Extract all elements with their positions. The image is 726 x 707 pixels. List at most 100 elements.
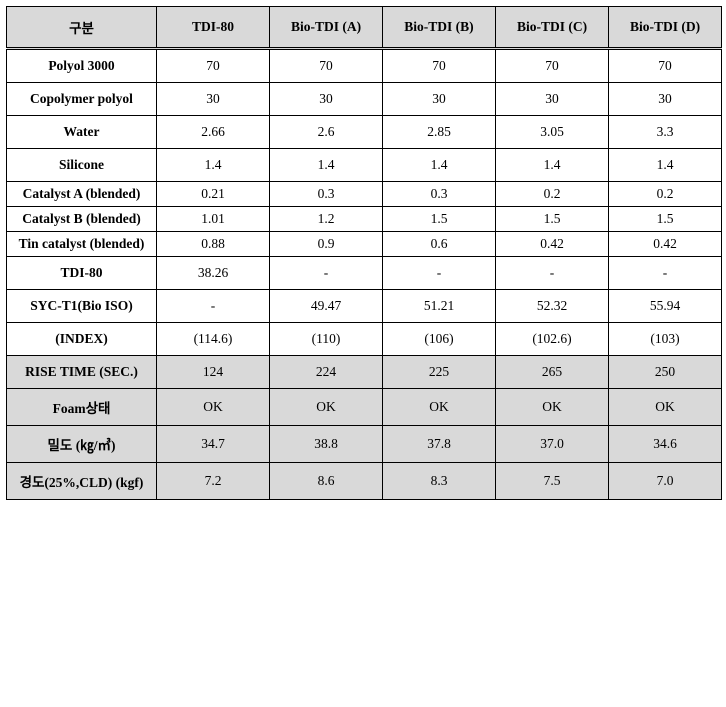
- cell: (110): [270, 323, 383, 356]
- cell: 0.88: [157, 232, 270, 257]
- cell: 30: [383, 83, 496, 116]
- table-row: TDI-8038.26----: [7, 257, 722, 290]
- cell: 70: [496, 49, 609, 83]
- cell: 1.4: [157, 149, 270, 182]
- cell: -: [270, 257, 383, 290]
- cell: 8.3: [383, 463, 496, 500]
- cell: 7.5: [496, 463, 609, 500]
- row-label: (INDEX): [7, 323, 157, 356]
- cell: -: [609, 257, 722, 290]
- cell: 1.5: [496, 207, 609, 232]
- cell: 0.2: [496, 182, 609, 207]
- col-header: Bio-TDI (A): [270, 7, 383, 49]
- cell: (103): [609, 323, 722, 356]
- cell: 30: [157, 83, 270, 116]
- cell: 1.4: [496, 149, 609, 182]
- table-row: Foam상태OKOKOKOKOK: [7, 389, 722, 426]
- cell: 8.6: [270, 463, 383, 500]
- row-label: Water: [7, 116, 157, 149]
- cell: 1.4: [383, 149, 496, 182]
- col-header: Bio-TDI (D): [609, 7, 722, 49]
- cell: 70: [383, 49, 496, 83]
- cell: 30: [496, 83, 609, 116]
- row-label: RISE TIME (SEC.): [7, 356, 157, 389]
- cell: -: [383, 257, 496, 290]
- cell: 124: [157, 356, 270, 389]
- cell: 250: [609, 356, 722, 389]
- cell: 0.9: [270, 232, 383, 257]
- cell: 38.8: [270, 426, 383, 463]
- col-header: 구분: [7, 7, 157, 49]
- cell: 70: [157, 49, 270, 83]
- cell: 1.5: [383, 207, 496, 232]
- cell: -: [496, 257, 609, 290]
- cell: (114.6): [157, 323, 270, 356]
- cell: 49.47: [270, 290, 383, 323]
- col-header: Bio-TDI (B): [383, 7, 496, 49]
- data-table: 구분 TDI-80 Bio-TDI (A) Bio-TDI (B) Bio-TD…: [6, 6, 722, 500]
- col-header: Bio-TDI (C): [496, 7, 609, 49]
- cell: 0.42: [609, 232, 722, 257]
- cell: 30: [609, 83, 722, 116]
- cell: 2.66: [157, 116, 270, 149]
- cell: 30: [270, 83, 383, 116]
- cell: 2.85: [383, 116, 496, 149]
- cell: 0.3: [383, 182, 496, 207]
- cell: 1.2: [270, 207, 383, 232]
- table-row: (INDEX)(114.6)(110)(106)(102.6)(103): [7, 323, 722, 356]
- cell: OK: [609, 389, 722, 426]
- cell: 7.0: [609, 463, 722, 500]
- cell: 1.01: [157, 207, 270, 232]
- cell: 55.94: [609, 290, 722, 323]
- table-row: Catalyst A (blended)0.210.30.30.20.2: [7, 182, 722, 207]
- cell: 0.2: [609, 182, 722, 207]
- cell: 70: [270, 49, 383, 83]
- cell: 51.21: [383, 290, 496, 323]
- row-label: Polyol 3000: [7, 49, 157, 83]
- cell: 1.4: [609, 149, 722, 182]
- table-row: Copolymer polyol3030303030: [7, 83, 722, 116]
- cell: 1.4: [270, 149, 383, 182]
- row-label: 경도(25%,CLD) (kgf): [7, 463, 157, 500]
- cell: 3.3: [609, 116, 722, 149]
- cell: 265: [496, 356, 609, 389]
- cell: -: [157, 290, 270, 323]
- cell: (106): [383, 323, 496, 356]
- cell: 52.32: [496, 290, 609, 323]
- cell: 38.26: [157, 257, 270, 290]
- cell: 225: [383, 356, 496, 389]
- cell: 0.42: [496, 232, 609, 257]
- table-row: SYC-T1(Bio ISO)-49.4751.2152.3255.94: [7, 290, 722, 323]
- table-row: Polyol 30007070707070: [7, 49, 722, 83]
- cell: 34.6: [609, 426, 722, 463]
- cell: 0.21: [157, 182, 270, 207]
- row-label: Silicone: [7, 149, 157, 182]
- cell: OK: [496, 389, 609, 426]
- cell: OK: [270, 389, 383, 426]
- row-label: Copolymer polyol: [7, 83, 157, 116]
- cell: OK: [157, 389, 270, 426]
- row-label: Catalyst A (blended): [7, 182, 157, 207]
- col-header: TDI-80: [157, 7, 270, 49]
- table-body: Polyol 30007070707070Copolymer polyol303…: [7, 49, 722, 500]
- table-row: 경도(25%,CLD) (kgf)7.28.68.37.57.0: [7, 463, 722, 500]
- row-label: Tin catalyst (blended): [7, 232, 157, 257]
- table-row: Tin catalyst (blended)0.880.90.60.420.42: [7, 232, 722, 257]
- cell: 7.2: [157, 463, 270, 500]
- table-row: 밀도 (㎏/㎥)34.738.837.837.034.6: [7, 426, 722, 463]
- row-label: 밀도 (㎏/㎥): [7, 426, 157, 463]
- cell: 37.0: [496, 426, 609, 463]
- table-row: Water2.662.62.853.053.3: [7, 116, 722, 149]
- cell: 2.6: [270, 116, 383, 149]
- cell: 0.6: [383, 232, 496, 257]
- table-row: Silicone1.41.41.41.41.4: [7, 149, 722, 182]
- cell: 1.5: [609, 207, 722, 232]
- row-label: SYC-T1(Bio ISO): [7, 290, 157, 323]
- cell: 0.3: [270, 182, 383, 207]
- table-row: RISE TIME (SEC.)124224225265250: [7, 356, 722, 389]
- cell: OK: [383, 389, 496, 426]
- cell: 70: [609, 49, 722, 83]
- cell: 34.7: [157, 426, 270, 463]
- cell: 3.05: [496, 116, 609, 149]
- table-header-row: 구분 TDI-80 Bio-TDI (A) Bio-TDI (B) Bio-TD…: [7, 7, 722, 49]
